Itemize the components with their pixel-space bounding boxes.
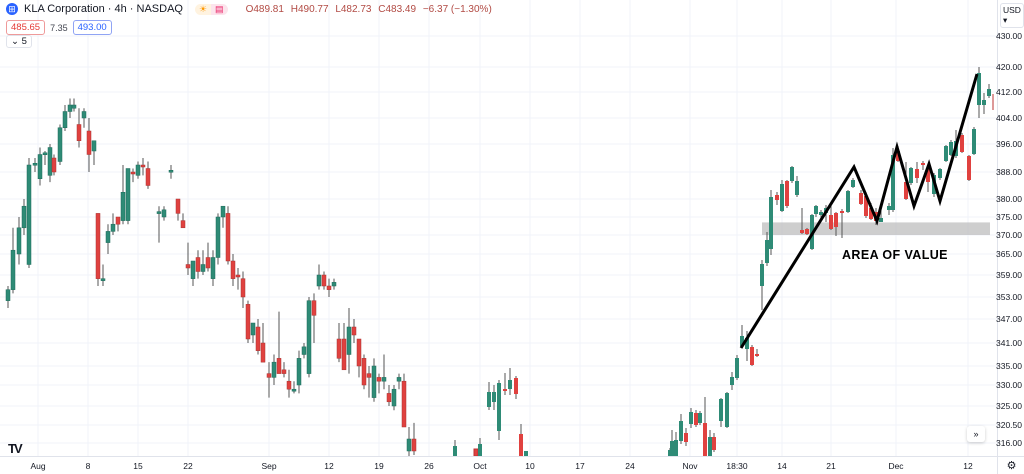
time-tick-label: 14 <box>777 461 787 471</box>
buy-button[interactable]: 493.00 <box>72 20 112 35</box>
chart-plot-area[interactable] <box>0 0 997 456</box>
time-tick-label: 10 <box>525 461 535 471</box>
price-tick-label: 341.00 <box>996 338 1022 348</box>
change-value: −6.37 (−1.30%) <box>422 3 492 15</box>
circle-grid-icon[interactable]: ⊞ <box>6 3 18 15</box>
time-tick-label: 12 <box>963 461 973 471</box>
price-tick-label: 430.00 <box>996 31 1022 41</box>
scroll-to-realtime-button[interactable]: » <box>967 426 985 442</box>
time-tick-label: 26 <box>424 461 434 471</box>
ohlc-values: O489.81 H490.77 L482.73 C483.49 −6.37 (−… <box>246 4 496 15</box>
chevron-down-icon: ⌄ <box>11 36 19 47</box>
price-tick-label: 388.00 <box>996 167 1022 177</box>
time-tick-label: 17 <box>575 461 585 471</box>
candlestick-series-right <box>453 67 994 456</box>
chart-header: ⊞ KLA Corporation · 4h · NASDAQ ☀ ▤ O489… <box>6 3 496 15</box>
spread-value: 7.35 <box>50 22 68 33</box>
time-tick-label: Sep <box>261 461 277 471</box>
price-tick-label: 420.00 <box>996 62 1022 72</box>
indicator-count: 5 <box>21 36 27 47</box>
market-status-badge[interactable]: ☀ ▤ <box>194 3 228 15</box>
price-tick-label: 404.00 <box>996 113 1022 123</box>
sell-button[interactable]: 485.65 <box>6 20 46 35</box>
time-tick-label: 22 <box>183 461 193 471</box>
trend-zigzag-line[interactable] <box>739 73 979 349</box>
high-value: H490.77 <box>290 3 329 15</box>
price-tick-label: 335.00 <box>996 361 1022 371</box>
price-tick-label: 353.00 <box>996 292 1022 302</box>
time-tick-label: 19 <box>374 461 384 471</box>
time-tick-label: 8 <box>85 461 91 471</box>
price-tick-label: 375.00 <box>996 212 1022 222</box>
time-tick-label: 18:30 <box>726 461 748 471</box>
price-tick-label: 316.00 <box>996 438 1022 448</box>
double-chevron-right-icon: » <box>973 429 979 439</box>
time-tick-label: 21 <box>826 461 836 471</box>
time-tick-label: Oct <box>473 461 487 471</box>
price-axis[interactable]: 430.00 420.00 412.00 404.00 396.00 388.00 380.… <box>996 0 1024 456</box>
time-tick-label: Dec <box>888 461 904 471</box>
area-of-value-label: AREA OF VALUE <box>842 248 948 262</box>
close-value: C483.49 <box>378 3 417 15</box>
price-tick-label: 380.00 <box>996 194 1022 204</box>
tradingview-logo[interactable]: TV <box>8 441 23 456</box>
price-tick-label: 412.00 <box>996 87 1022 97</box>
chevron-down-icon: ▾ <box>1003 15 1008 25</box>
currency-label: USD <box>1003 5 1021 15</box>
sun-icon: ☀ <box>194 3 212 15</box>
time-tick-label: Aug <box>30 461 46 471</box>
session-icon: ▤ <box>211 3 228 15</box>
time-axis[interactable]: Aug 8 15 22 Sep 12 19 26 Oct 10 17 24 Nov 18:30 14 21 De… <box>0 456 997 474</box>
price-tick-label: 359.00 <box>996 270 1022 280</box>
price-tick-label: 347.00 <box>996 314 1022 324</box>
indicators-toggle[interactable]: ⌄ 5 <box>6 35 32 48</box>
currency-select[interactable]: USD ▾ <box>1000 3 1024 28</box>
price-tick-label: 396.00 <box>996 139 1022 149</box>
time-tick-label: 15 <box>133 461 143 471</box>
price-tick-label: 325.00 <box>996 401 1022 411</box>
chart-settings-button[interactable]: ⚙ <box>997 456 1024 474</box>
time-tick-label: Nov <box>682 461 698 471</box>
low-value: L482.73 <box>335 3 372 15</box>
time-tick-label: 12 <box>324 461 334 471</box>
candlestick-series <box>5 98 417 456</box>
price-tick-label: 370.00 <box>996 230 1022 240</box>
open-value: O489.81 <box>245 3 284 15</box>
gear-icon: ⚙ <box>1006 460 1017 472</box>
symbol-title[interactable]: KLA Corporation · 4h · NASDAQ <box>24 3 183 15</box>
trade-panel: 485.65 7.35 493.00 <box>6 20 112 35</box>
price-tick-label: 365.00 <box>996 249 1022 259</box>
price-tick-label: 320.50 <box>996 420 1022 430</box>
time-tick-label: 24 <box>625 461 635 471</box>
price-tick-label: 330.00 <box>996 380 1022 390</box>
